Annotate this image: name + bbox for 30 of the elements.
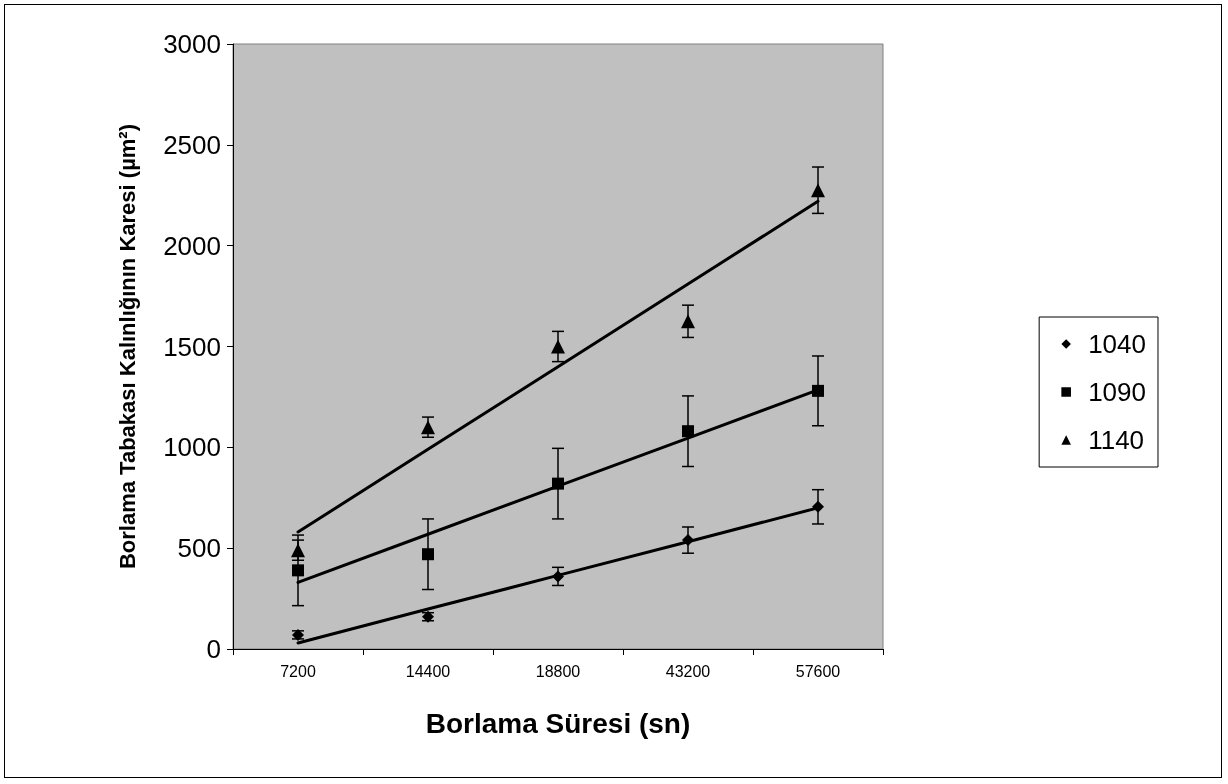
x-tick-label: 14400: [405, 662, 451, 680]
y-tick-label: 2000: [163, 230, 221, 261]
point: [552, 570, 564, 583]
legend-label: 1140: [1088, 425, 1145, 455]
x-tick-label: 18800: [535, 662, 581, 680]
point: [292, 564, 304, 577]
y-tick-label: 2500: [163, 129, 221, 160]
point: [291, 543, 305, 558]
x-tick-label: 7200: [280, 662, 316, 680]
x-tick-label: 57600: [795, 662, 841, 680]
y-tick-label: 1500: [163, 331, 221, 362]
point: [552, 477, 564, 490]
point: [812, 384, 824, 397]
x-tick-label: 43200: [665, 662, 711, 680]
legend-label: 1090: [1088, 377, 1146, 407]
y-tick-label: 1000: [163, 432, 221, 463]
y-tick-label: 0: [206, 634, 221, 664]
point: [811, 183, 825, 198]
y-tick-label: 500: [177, 533, 221, 564]
point: [682, 534, 694, 547]
point: [681, 314, 695, 329]
y-axis-title: Borlama Tabakası Kalınlığının Karesi (µm²): [114, 123, 140, 570]
point: [421, 420, 435, 435]
y-tick-label: 3000: [163, 29, 221, 59]
x-axis-title: Borlama Süresi (sn): [425, 707, 691, 739]
point: [682, 425, 694, 438]
point: [812, 500, 824, 513]
legend-label: 1040: [1088, 329, 1146, 359]
point: [422, 548, 434, 561]
point: [551, 339, 565, 354]
